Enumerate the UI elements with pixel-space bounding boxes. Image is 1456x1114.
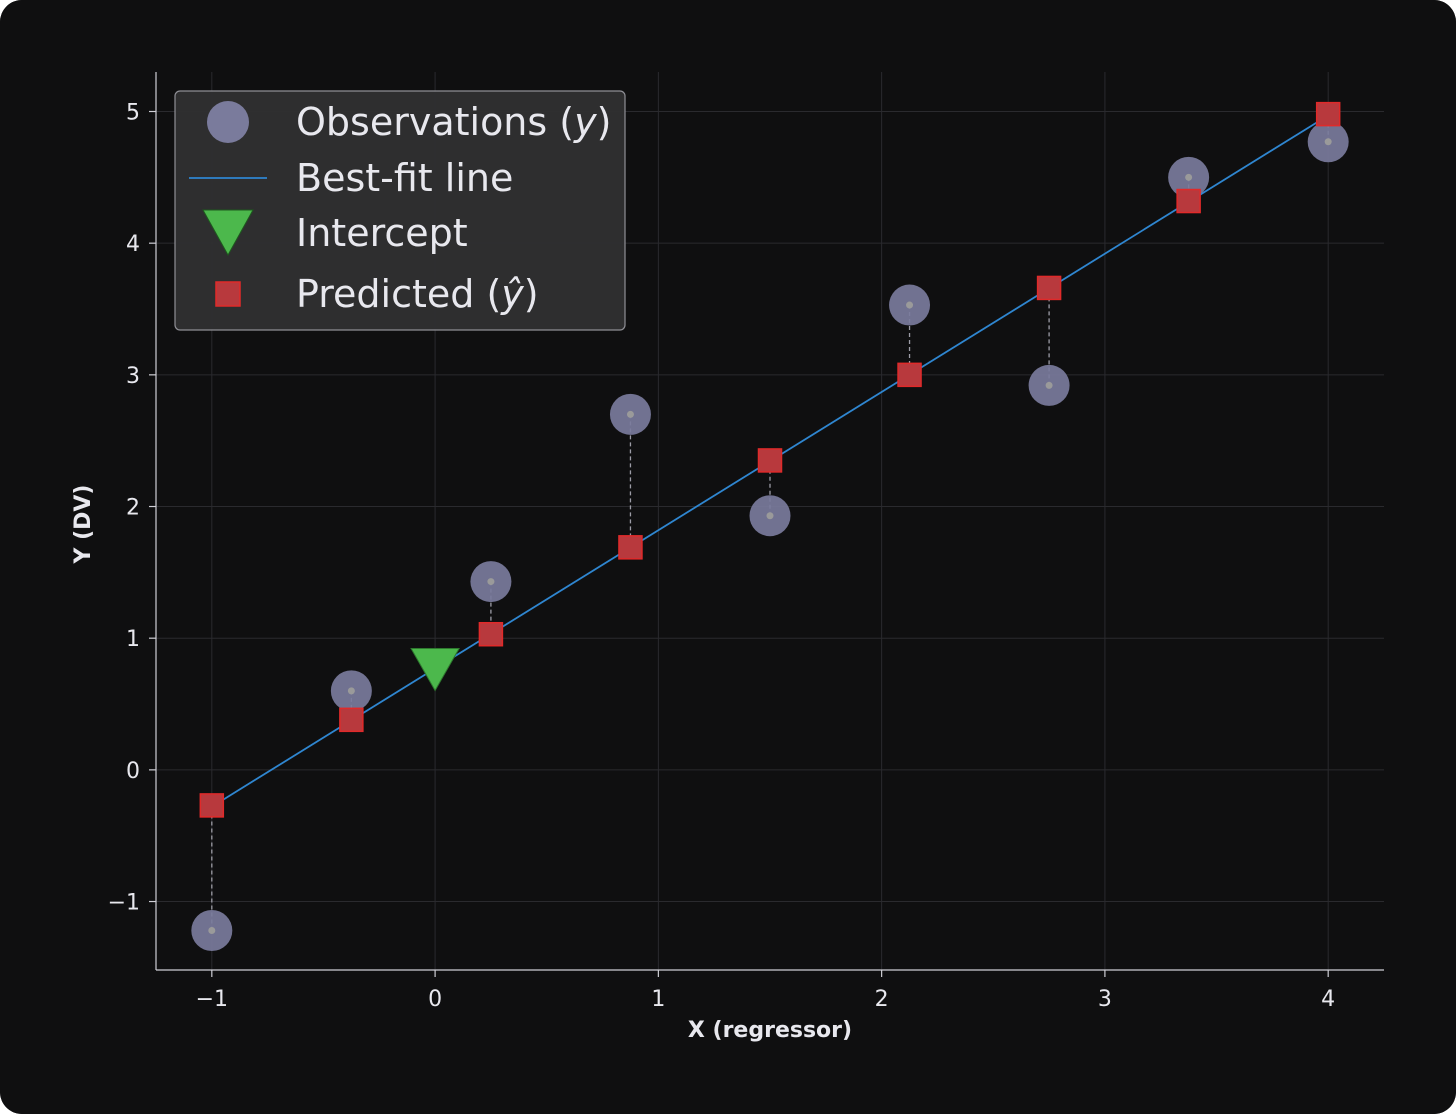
y-tick-label: 3 bbox=[126, 364, 140, 389]
y-tick-label: 1 bbox=[126, 627, 140, 652]
observation-points bbox=[191, 121, 1349, 951]
x-tick-label: 1 bbox=[651, 987, 665, 1012]
x-axis-title: X (regressor) bbox=[688, 1018, 852, 1043]
predicted-point bbox=[199, 793, 225, 818]
predicted-point bbox=[339, 707, 364, 733]
predicted-point bbox=[757, 448, 783, 473]
predicted-point bbox=[1176, 188, 1201, 214]
legend-predicted-handle bbox=[215, 281, 241, 307]
observation-center bbox=[626, 410, 634, 418]
legend-label-text: Intercept bbox=[296, 211, 468, 255]
observation-center bbox=[487, 578, 495, 586]
observation-point bbox=[1307, 121, 1349, 163]
y-tick-label: 2 bbox=[126, 496, 140, 521]
legend-label-observations: Observations (y) bbox=[296, 100, 611, 144]
legend-observation-handle bbox=[207, 101, 249, 143]
observation-center bbox=[1185, 173, 1193, 181]
predicted-points bbox=[199, 101, 1341, 818]
legend-label-suffix: ) bbox=[524, 272, 539, 316]
legend-label-text: Observations ( bbox=[296, 100, 574, 144]
observation-point bbox=[749, 495, 791, 537]
legend-label-math: y bbox=[573, 100, 597, 144]
observation-point bbox=[191, 909, 233, 951]
observation-center bbox=[1324, 138, 1332, 146]
legend-label-suffix: ) bbox=[597, 100, 612, 144]
y-tick-label: 5 bbox=[126, 101, 140, 126]
observation-center bbox=[906, 301, 914, 309]
y-tick-label: −1 bbox=[108, 891, 140, 916]
y-axis-title: Y (DV) bbox=[71, 485, 96, 565]
x-tick-label: 0 bbox=[428, 987, 442, 1012]
predicted-point bbox=[478, 621, 504, 647]
x-tick-label: 2 bbox=[875, 987, 889, 1012]
legend-label-fit: Best-fit line bbox=[296, 156, 513, 200]
x-tick-label: 3 bbox=[1098, 987, 1112, 1012]
legend-label-text: Predicted ( bbox=[296, 272, 501, 316]
predicted-point bbox=[618, 535, 643, 560]
legend-label-intercept: Intercept bbox=[296, 211, 468, 255]
predicted-point bbox=[1315, 101, 1341, 127]
legend: Observations (y) Best-fit line Intercept Pr… bbox=[174, 90, 626, 331]
legend-label-math: ŷ bbox=[500, 272, 524, 316]
legend-label-text: Best-fit line bbox=[296, 156, 513, 200]
observation-point bbox=[1028, 364, 1070, 406]
observation-center bbox=[347, 687, 355, 695]
observation-point bbox=[889, 284, 931, 326]
predicted-point bbox=[1036, 275, 1062, 301]
legend-intercept-handle bbox=[202, 209, 254, 257]
intercept-group bbox=[410, 647, 460, 692]
observation-center bbox=[766, 512, 774, 520]
y-tick-label: 0 bbox=[126, 759, 140, 784]
intercept-point bbox=[410, 647, 460, 692]
observation-center bbox=[1045, 381, 1053, 389]
axes: −1 0 1 2 3 4 −1 0 1 2 3 4 5 X (regressor) Y (DV) bbox=[71, 72, 1384, 1043]
x-tick-label: 4 bbox=[1321, 987, 1335, 1012]
legend-box bbox=[174, 90, 626, 331]
observation-center bbox=[208, 926, 216, 934]
observation-point bbox=[470, 561, 512, 603]
x-tick-label: −1 bbox=[196, 987, 228, 1012]
observation-point bbox=[330, 670, 372, 712]
observation-point bbox=[1168, 156, 1210, 198]
y-tick-label: 4 bbox=[126, 232, 140, 257]
legend-label-predicted: Predicted (ŷ) bbox=[296, 272, 539, 316]
observation-point bbox=[609, 393, 651, 435]
predicted-point bbox=[897, 362, 922, 388]
